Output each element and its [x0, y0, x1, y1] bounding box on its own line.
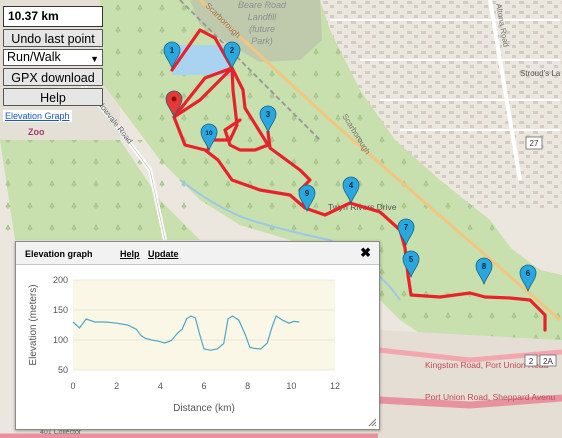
stroud-label: Stroud's La: [520, 69, 561, 78]
highway: [198, 0, 561, 322]
landfill-label: (future: [249, 24, 275, 34]
x-tick-label: 12: [330, 381, 340, 391]
y-axis-label: Elevation (meters): [28, 284, 39, 365]
waypoint-marker-label: 9: [305, 189, 310, 198]
waypoint-marker-8[interactable]: 8: [475, 257, 493, 286]
landfill-label: Beare Road: [238, 0, 287, 10]
svg-text:27: 27: [530, 139, 539, 148]
dialog-update-link[interactable]: Update: [148, 249, 179, 259]
chevron-down-icon: ▼: [90, 54, 99, 64]
resize-grip-icon[interactable]: [367, 417, 377, 427]
distance-readout: 10.37 km: [3, 6, 103, 27]
x-tick-label: 4: [158, 381, 163, 391]
start-marker[interactable]: [165, 90, 183, 119]
plot-area: [73, 280, 335, 370]
forest-area: [0, 140, 200, 240]
altona-road: [488, 0, 522, 181]
gpx-download-button[interactable]: GPX download: [3, 68, 103, 86]
landfill-label: Park): [251, 36, 273, 46]
dialog-help-link[interactable]: Help: [120, 249, 140, 259]
waypoint-marker-label: 4: [349, 181, 354, 190]
x-tick-label: 10: [286, 381, 296, 391]
waypoint-marker-label: 2: [230, 46, 235, 55]
y-tick-label: 150: [53, 305, 68, 315]
y-tick-label: 50: [58, 365, 68, 375]
waypoint-marker-label: 8: [482, 262, 487, 271]
waypoint-marker-label: 3: [266, 110, 271, 119]
x-axis-label: Distance (km): [173, 403, 235, 414]
waypoint-marker-4[interactable]: 4: [342, 176, 360, 205]
elevation-graph-link[interactable]: Elevation Graph: [3, 110, 72, 122]
hwy401-label: 401 Collector: [40, 429, 82, 436]
close-icon[interactable]: ✖: [360, 245, 371, 260]
elevation-series-line: [72, 315, 300, 351]
svg-text:2: 2: [529, 357, 534, 366]
dialog-title: Elevation graph: [25, 249, 93, 259]
x-tick-label: 8: [245, 381, 250, 391]
landfill-area: [190, 0, 322, 62]
port-union-label: Port Union Road, Sheppard Avenu: [425, 392, 556, 402]
mode-select-value: Run/Walk: [7, 50, 61, 64]
street: [330, 19, 560, 131]
waypoint-marker-9[interactable]: 9: [298, 184, 316, 213]
forest-area: [380, 220, 562, 300]
residential-area: [378, 330, 562, 438]
waypoint-marker-label: 1: [170, 46, 175, 55]
undo-last-point-button[interactable]: Undo last point: [3, 29, 103, 47]
control-panel: 10.37 km Undo last point Run/Walk ▼ GPX …: [3, 6, 103, 124]
waypoint-marker-6[interactable]: 6: [519, 264, 537, 293]
x-tick-label: 0: [70, 381, 75, 391]
mode-select[interactable]: Run/Walk ▼: [3, 49, 103, 66]
y-tick-label: 100: [53, 335, 68, 345]
kingston-label: Kingston Road, Port Union Road: [425, 360, 549, 370]
y-tick-label: 200: [53, 275, 68, 285]
elevation-dialog: Elevation graph Help Update ✖ 50 100 150 20…: [15, 241, 380, 430]
hwy2a-shield: 2A: [539, 354, 557, 367]
svg-text:2A: 2A: [543, 357, 553, 366]
rail-line: [179, 0, 321, 141]
waypoint-marker-label: 5: [409, 255, 414, 264]
dialog-header[interactable]: Elevation graph Help Update ✖: [16, 242, 379, 265]
route-line: [170, 28, 547, 332]
highway-401: [377, 394, 562, 409]
waypoint-marker-label: 7: [404, 223, 409, 232]
waypoint-marker-1[interactable]: 1: [163, 41, 181, 70]
zoo-label: Zoo: [28, 127, 45, 137]
waypoint-marker-label: 6: [526, 269, 531, 278]
waypoint-marker-5[interactable]: 5: [402, 250, 420, 279]
landfill-label: Landfill: [248, 12, 278, 22]
help-button[interactable]: Help: [3, 88, 103, 106]
waypoint-marker-2[interactable]: 2: [223, 41, 241, 70]
x-tick-label: 6: [201, 381, 206, 391]
waypoint-marker-10[interactable]: 10: [200, 123, 218, 152]
waypoint-marker-7[interactable]: 7: [397, 218, 415, 247]
waypoint-marker-3[interactable]: 3: [259, 105, 277, 134]
x-tick-label: 2: [114, 381, 119, 391]
hwy27-shield: 27: [525, 136, 543, 150]
hwy2-shield: 2: [524, 354, 538, 367]
waypoint-marker-label: 10: [205, 130, 213, 137]
